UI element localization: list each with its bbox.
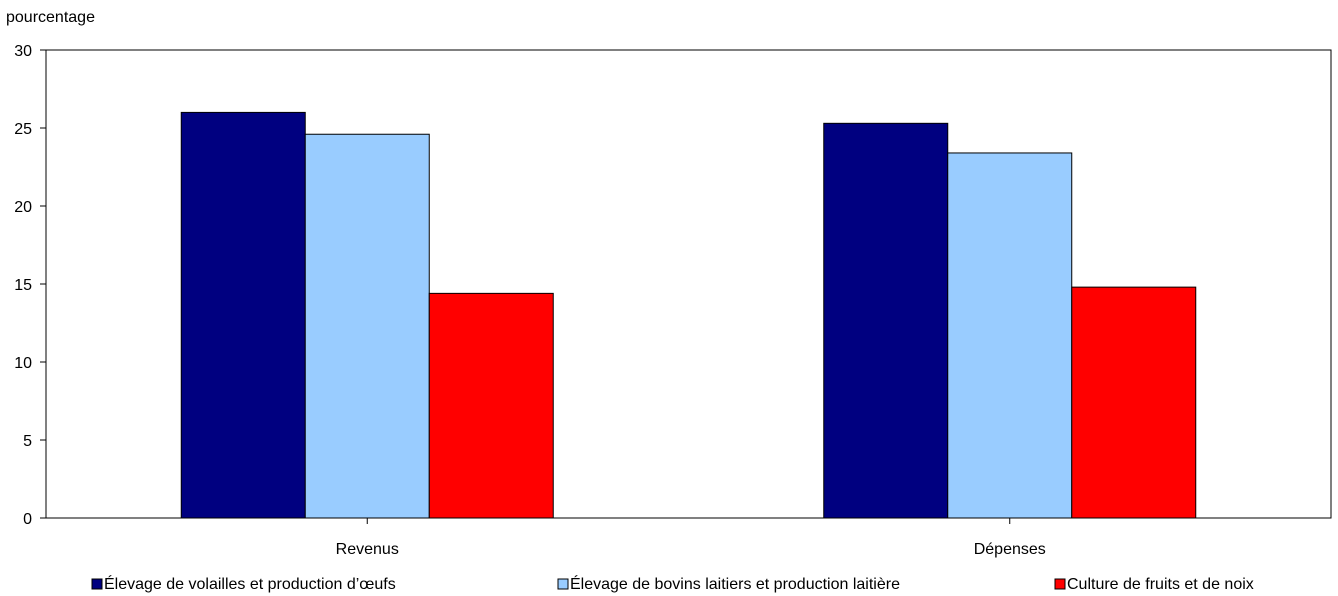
bar [947,152,1073,519]
y-axis-ticks: 0 5 10 15 20 25 30 [14,43,46,528]
legend-label: Élevage de volailles et production d’œuf… [104,574,396,593]
legend-label: Culture de fruits et de noix [1067,576,1254,593]
x-tick-label: Revenus [336,541,399,558]
legend-swatch [1054,578,1066,590]
bars [180,111,1197,519]
bar [1071,286,1197,519]
plot-area-frame [45,49,1332,519]
bar [823,122,949,519]
legend-label: Élevage de bovins laitiers et production… [570,574,900,593]
y-tick-label: 0 [23,511,32,528]
y-tick-label: 10 [14,355,32,372]
x-axis-labels: Revenus Dépenses [336,518,1046,558]
bar [304,133,430,519]
x-tick-label: Dépenses [974,541,1046,558]
bar [428,292,554,519]
y-tick-label: 30 [14,43,32,60]
bar [180,111,306,519]
y-tick-label: 5 [23,433,32,450]
legend: Élevage de volailles et production d’œuf… [91,574,1254,593]
y-tick-label: 15 [14,277,32,294]
legend-swatch [91,578,103,590]
y-tick-label: 20 [14,199,32,216]
y-axis-label: pourcentage [6,9,95,26]
legend-swatch [557,578,569,590]
y-tick-label: 25 [14,121,32,138]
